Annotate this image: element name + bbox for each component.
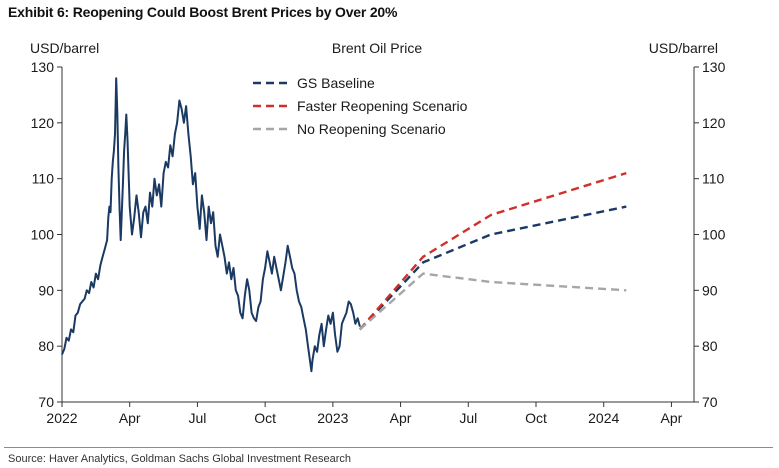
legend-label-gs-baseline: GS Baseline bbox=[297, 75, 375, 91]
y-tick-label-left: 90 bbox=[38, 282, 54, 298]
y-tick-label-right: 70 bbox=[702, 394, 718, 410]
legend-label-no-reopening-scenario: No Reopening Scenario bbox=[297, 121, 446, 137]
source-note: Source: Haver Analytics, Goldman Sachs G… bbox=[8, 453, 351, 465]
x-tick-label: Apr bbox=[390, 410, 412, 426]
y-tick-label-left: 130 bbox=[31, 59, 55, 75]
y-tick-label-right: 130 bbox=[702, 59, 726, 75]
y-tick-label-left: 100 bbox=[31, 227, 55, 243]
right-axis-unit: USD/barrel bbox=[649, 40, 718, 56]
x-tick-label: Oct bbox=[254, 410, 276, 426]
no-reopening-scenario-line bbox=[359, 272, 627, 331]
y-tick-label-right: 100 bbox=[702, 227, 726, 243]
y-tick-label-right: 80 bbox=[702, 338, 718, 354]
x-tick-label: Oct bbox=[525, 410, 547, 426]
y-tick-label-right: 110 bbox=[702, 171, 725, 187]
chart-title: Brent Oil Price bbox=[332, 40, 422, 56]
y-tick-label-left: 70 bbox=[38, 394, 54, 410]
x-tick-label: Apr bbox=[661, 410, 683, 426]
x-tick-label: Jul bbox=[459, 410, 477, 426]
exhibit-title: Exhibit 6: Reopening Could Boost Brent P… bbox=[8, 4, 398, 20]
x-tick-label: Apr bbox=[119, 410, 141, 426]
left-axis-unit: USD/barrel bbox=[30, 40, 99, 56]
y-tick-label-right: 120 bbox=[702, 115, 726, 131]
y-tick-label-right: 90 bbox=[702, 282, 718, 298]
source-divider bbox=[4, 447, 773, 448]
x-tick-label: Jul bbox=[188, 410, 206, 426]
y-tick-label-left: 110 bbox=[32, 171, 55, 187]
x-tick-label: 2022 bbox=[46, 410, 77, 426]
legend-label-faster-reopening-scenario: Faster Reopening Scenario bbox=[297, 98, 468, 114]
brent-oil-price-history-line bbox=[61, 77, 361, 373]
brent-oil-chart: Brent Oil Price USD/barrel USD/barrel 70… bbox=[30, 40, 726, 426]
faster-reopening-scenario-line bbox=[358, 171, 627, 331]
y-tick-label-left: 120 bbox=[31, 115, 55, 131]
x-tick-label: 2024 bbox=[588, 410, 619, 426]
gs-baseline-line bbox=[359, 205, 627, 331]
y-tick-label-left: 80 bbox=[38, 338, 54, 354]
x-tick-label: 2023 bbox=[317, 410, 348, 426]
